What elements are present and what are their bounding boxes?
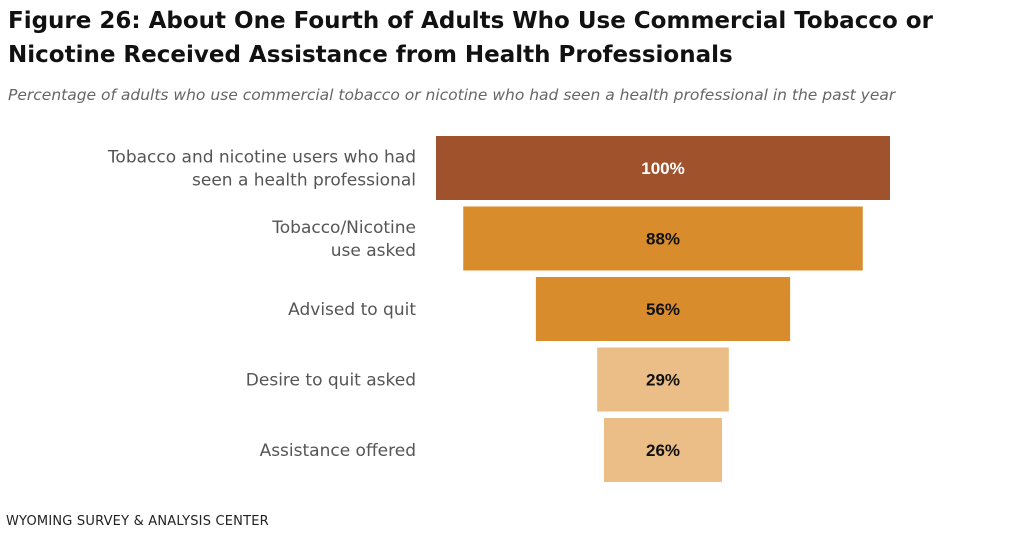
category-label-line: Advised to quit	[288, 300, 416, 320]
bar-value-label: 26%	[646, 441, 680, 460]
funnel-bar	[597, 347, 729, 412]
bar-value-label: 100%	[641, 159, 684, 178]
category-label-line: Desire to quit asked	[246, 371, 416, 391]
category-label: Advised to quit	[288, 300, 416, 320]
funnel-bar	[436, 136, 890, 200]
category-label-line: Assistance offered	[260, 441, 416, 461]
chart-subtitle: Percentage of adults who use commercial …	[8, 86, 896, 104]
category-label: Assistance offered	[260, 441, 416, 461]
funnel-bar	[603, 418, 723, 482]
bar-value-label: 56%	[646, 300, 680, 319]
category-label: Tobacco/Nicotine use asked	[271, 218, 416, 261]
bar-value-label: 29%	[646, 371, 680, 390]
funnel-bar	[535, 277, 791, 341]
category-label-line: use asked	[331, 241, 416, 261]
category-label-line: Tobacco and nicotine users who had	[107, 148, 416, 168]
source-footer: WYOMING SURVEY & ANALYSIS CENTER	[6, 514, 269, 529]
bar-value-label: 88%	[646, 230, 680, 249]
category-label-line: Tobacco/Nicotine	[271, 218, 416, 238]
funnel-chart: 100% Tobacco and nicotine users who had se…	[107, 136, 890, 482]
category-label-line: seen a health professional	[192, 171, 416, 191]
funnel-bar	[463, 206, 863, 271]
category-label: Tobacco and nicotine users who had seen a…	[107, 148, 416, 191]
chart-title: Figure 26: About One Fourth of Adults Wh…	[8, 8, 933, 68]
category-label: Desire to quit asked	[246, 371, 416, 391]
